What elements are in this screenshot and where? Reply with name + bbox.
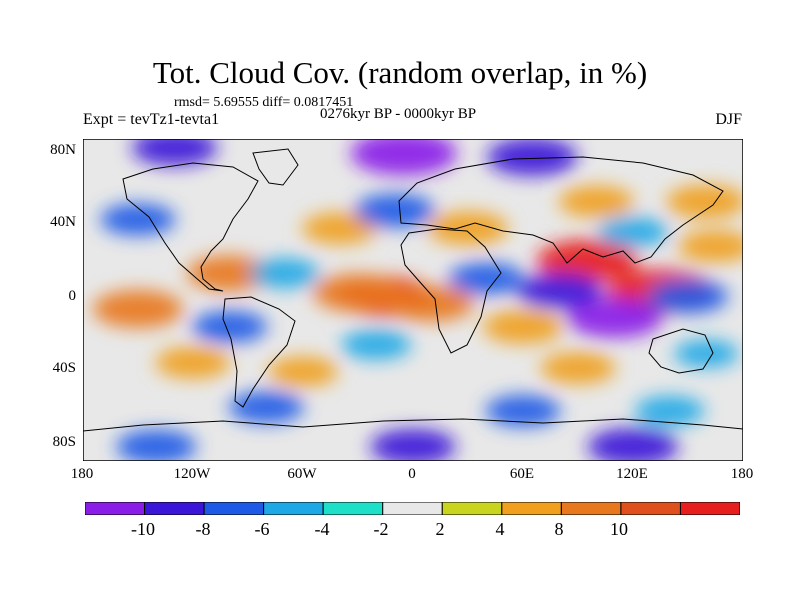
colorbar-label: 2	[435, 519, 445, 539]
coastline-australia	[648, 328, 714, 374]
y-tick-label: 80N	[50, 142, 76, 158]
colorbar-label: -4	[314, 519, 330, 539]
field-anomaly	[302, 212, 378, 245]
colorbar-box	[85, 502, 146, 515]
field-anomaly	[634, 395, 705, 426]
field-anomaly	[647, 279, 729, 314]
y-tick-label: 40S	[52, 360, 76, 376]
colorbar-box	[620, 502, 681, 515]
field-anomaly	[249, 258, 320, 289]
colorbar-box	[144, 502, 205, 515]
experiment-label: Expt = tevTz1-tevta1	[83, 111, 220, 128]
field-anomaly	[566, 297, 663, 338]
field-anomaly	[536, 239, 638, 282]
colorbar-box	[322, 502, 384, 515]
field-anomaly	[587, 427, 679, 461]
colorbar-box	[441, 502, 503, 515]
field-anomaly	[673, 339, 739, 368]
colorbar-label: 10	[610, 519, 628, 539]
map-panel	[83, 139, 743, 461]
stats-text: rmsd= 5.69555 diff= 0.0817451	[174, 95, 354, 110]
coastline-europe-asia	[398, 156, 724, 264]
field-anomaly	[666, 184, 743, 219]
plot-title: Tot. Cloud Cov. (random overlap, in %)	[152, 55, 648, 90]
field-anomaly	[486, 139, 578, 176]
y-tick-label: 40N	[50, 214, 76, 230]
field-anomaly	[100, 203, 176, 236]
y-tick-label: 80S	[52, 434, 76, 450]
cloud-field	[92, 139, 743, 461]
field-anomaly	[186, 255, 273, 292]
colorbar-box	[501, 502, 562, 515]
coastline-south-america	[222, 296, 296, 408]
field-anomaly	[482, 309, 564, 344]
field-anomaly	[92, 289, 184, 328]
field-anomaly	[540, 352, 616, 384]
field-anomaly	[485, 394, 561, 427]
field-anomaly	[131, 139, 218, 166]
field-anomaly	[341, 329, 412, 360]
coastlines	[83, 148, 743, 432]
field-anomaly	[516, 273, 603, 310]
x-tick-label: 180	[730, 466, 754, 482]
field-anomaly	[312, 273, 404, 312]
colorbar-label: 8	[554, 519, 564, 539]
colorbar-label: -2	[373, 519, 389, 539]
colorbar-label: 4	[495, 519, 505, 539]
field-anomaly	[370, 428, 456, 461]
colorbar-box	[560, 502, 622, 515]
field-anomaly	[354, 193, 435, 228]
field-anomaly	[448, 262, 524, 295]
coastline-africa	[400, 228, 502, 354]
colorbar-label: -10	[131, 519, 155, 539]
season-label: DJF	[715, 111, 742, 128]
field-anomaly	[558, 185, 634, 218]
field-anomaly	[388, 285, 475, 322]
field-anomaly	[350, 139, 457, 176]
field-anomaly	[116, 429, 197, 461]
x-tick-label: 60W	[287, 466, 317, 482]
colorbar-box	[679, 502, 740, 515]
colorbar-label: -6	[254, 519, 270, 539]
x-tick-label: 120E	[616, 466, 648, 482]
x-tick-label: 180	[70, 466, 94, 482]
coastline-greenland	[252, 148, 299, 186]
field-anomaly	[155, 346, 231, 379]
field-anomaly	[598, 217, 668, 247]
x-tick-label: 0	[408, 466, 416, 482]
x-tick-label: 60E	[509, 466, 535, 482]
field-anomaly	[677, 230, 743, 263]
colorbar-box	[203, 502, 265, 515]
field-anomaly	[192, 310, 268, 343]
period-text: 0276kyr BP - 0000kyr BP	[320, 106, 477, 122]
field-anomaly	[228, 391, 304, 424]
x-tick-label: 120W	[173, 466, 211, 482]
colorbar-box	[382, 502, 443, 515]
colorbar-label: -8	[195, 519, 211, 539]
colorbar-box	[263, 502, 324, 515]
colorbar	[85, 502, 740, 515]
field-anomaly	[268, 356, 338, 387]
field-anomaly	[427, 211, 509, 246]
coastline-north-america	[122, 162, 259, 292]
y-tick-label: 0	[68, 288, 77, 304]
coastline-antarctica	[83, 418, 743, 432]
